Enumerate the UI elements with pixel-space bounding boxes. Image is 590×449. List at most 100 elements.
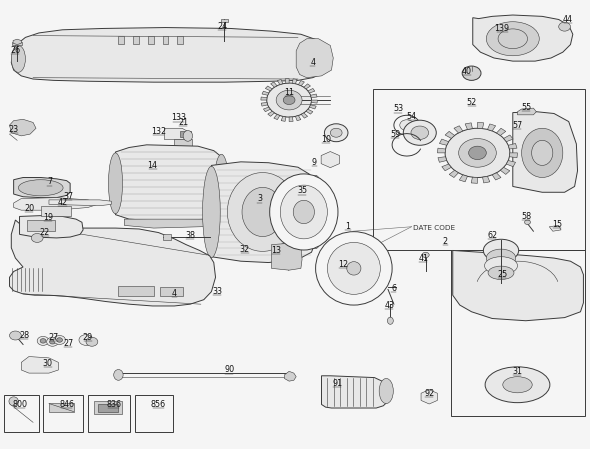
Ellipse shape <box>388 317 394 324</box>
Ellipse shape <box>9 331 21 340</box>
Text: 7: 7 <box>47 177 52 186</box>
Text: 2: 2 <box>442 237 448 246</box>
Bar <box>119 286 154 296</box>
Ellipse shape <box>498 29 527 48</box>
Ellipse shape <box>283 96 295 105</box>
Polygon shape <box>116 145 223 221</box>
Text: 31: 31 <box>513 367 523 376</box>
Polygon shape <box>296 39 333 78</box>
Ellipse shape <box>503 377 532 393</box>
Text: 55: 55 <box>521 103 532 112</box>
Ellipse shape <box>40 339 46 343</box>
Polygon shape <box>549 225 561 231</box>
Bar <box>133 35 139 44</box>
Text: 133: 133 <box>171 114 186 123</box>
Polygon shape <box>271 82 277 87</box>
Polygon shape <box>442 164 451 171</box>
Ellipse shape <box>483 239 519 262</box>
Text: 29: 29 <box>83 333 93 342</box>
Ellipse shape <box>422 252 429 258</box>
Polygon shape <box>506 160 516 167</box>
Polygon shape <box>211 162 316 263</box>
Text: 54: 54 <box>407 112 417 121</box>
Text: 6: 6 <box>391 284 396 293</box>
Ellipse shape <box>307 175 324 249</box>
Polygon shape <box>261 102 268 106</box>
Bar <box>4 396 39 432</box>
Ellipse shape <box>47 337 58 346</box>
Polygon shape <box>504 135 513 142</box>
Polygon shape <box>508 144 517 149</box>
Bar <box>177 35 183 44</box>
Text: 4: 4 <box>310 58 315 67</box>
Text: 27: 27 <box>48 333 59 342</box>
Polygon shape <box>487 124 496 131</box>
Ellipse shape <box>183 131 192 141</box>
Text: 28: 28 <box>19 331 30 340</box>
Polygon shape <box>284 371 296 381</box>
Polygon shape <box>14 198 98 210</box>
Polygon shape <box>459 175 467 182</box>
Ellipse shape <box>462 66 481 80</box>
Text: 42: 42 <box>57 198 68 207</box>
Bar <box>221 18 228 22</box>
Ellipse shape <box>532 141 553 165</box>
Text: 139: 139 <box>494 24 510 33</box>
Text: 37: 37 <box>63 192 73 201</box>
Ellipse shape <box>9 397 18 406</box>
Text: 38: 38 <box>185 231 195 240</box>
Text: 15: 15 <box>552 220 562 229</box>
Polygon shape <box>301 113 307 118</box>
Text: 846: 846 <box>59 400 74 409</box>
Ellipse shape <box>522 128 563 177</box>
Bar <box>27 220 55 231</box>
Text: 62: 62 <box>487 231 497 240</box>
Polygon shape <box>473 15 573 61</box>
Bar <box>180 132 191 137</box>
Ellipse shape <box>327 242 381 295</box>
Polygon shape <box>274 114 280 119</box>
Text: 800: 800 <box>12 400 27 409</box>
Text: 40: 40 <box>462 67 472 76</box>
Text: 57: 57 <box>512 121 523 130</box>
Ellipse shape <box>411 126 428 140</box>
Bar <box>373 89 585 251</box>
Bar <box>174 139 192 147</box>
Polygon shape <box>500 167 510 174</box>
Text: 32: 32 <box>240 245 250 254</box>
Polygon shape <box>14 177 70 198</box>
Polygon shape <box>477 123 484 128</box>
Ellipse shape <box>486 249 516 267</box>
Ellipse shape <box>54 335 65 344</box>
Ellipse shape <box>404 120 436 145</box>
Polygon shape <box>438 157 447 162</box>
Polygon shape <box>262 91 269 95</box>
Text: 24: 24 <box>217 22 227 31</box>
Ellipse shape <box>485 367 550 403</box>
Ellipse shape <box>202 166 220 258</box>
Polygon shape <box>421 390 437 404</box>
Polygon shape <box>289 117 293 122</box>
Ellipse shape <box>31 233 43 242</box>
Text: 1: 1 <box>346 222 350 231</box>
Text: DATE CODE: DATE CODE <box>413 225 455 231</box>
Polygon shape <box>304 84 310 89</box>
Text: 132: 132 <box>151 127 166 136</box>
Polygon shape <box>322 376 389 408</box>
Bar <box>43 396 83 432</box>
Ellipse shape <box>79 335 93 345</box>
Bar <box>148 35 154 44</box>
Polygon shape <box>453 251 584 321</box>
Ellipse shape <box>267 83 312 117</box>
Bar <box>135 396 173 432</box>
Polygon shape <box>513 112 578 192</box>
Polygon shape <box>21 357 58 373</box>
Polygon shape <box>497 128 506 136</box>
Ellipse shape <box>86 337 98 346</box>
Bar <box>12 42 22 45</box>
Bar <box>94 401 122 414</box>
Text: 14: 14 <box>148 161 158 170</box>
Polygon shape <box>292 79 297 84</box>
Ellipse shape <box>458 139 496 167</box>
Polygon shape <box>124 219 217 228</box>
